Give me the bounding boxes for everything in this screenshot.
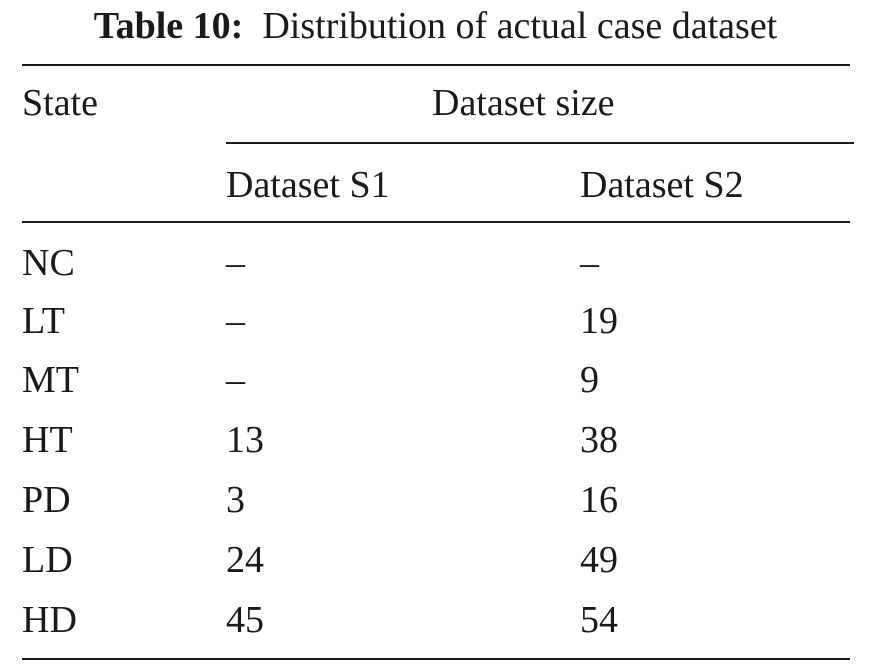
row-state: MT xyxy=(22,359,79,401)
table-caption: Table 10: Distribution of actual case da… xyxy=(0,0,871,52)
row-s2-value: 16 xyxy=(580,479,618,521)
row-state: LD xyxy=(22,539,73,581)
header-rule xyxy=(22,221,850,223)
row-s1-value: 45 xyxy=(226,599,264,641)
row-s2-value: 54 xyxy=(580,599,618,641)
row-s1-value: – xyxy=(226,242,245,284)
row-s1-value: 13 xyxy=(226,419,264,461)
header-dataset-s1: Dataset S1 xyxy=(226,164,390,206)
row-state: HT xyxy=(22,419,73,461)
header-state: State xyxy=(22,82,98,124)
row-state: NC xyxy=(22,242,75,284)
row-state: HD xyxy=(22,599,77,641)
caption-label: Table 10: xyxy=(93,5,244,47)
row-s2-value: – xyxy=(580,242,599,284)
row-s2-value: 38 xyxy=(580,419,618,461)
group-rule xyxy=(226,142,854,144)
header-dataset-s2: Dataset S2 xyxy=(580,164,744,206)
row-s1-value: – xyxy=(226,300,245,342)
top-rule xyxy=(22,64,850,66)
row-s1-value: 24 xyxy=(226,539,264,581)
row-s2-value: 19 xyxy=(580,300,618,342)
row-s2-value: 49 xyxy=(580,539,618,581)
bottom-rule xyxy=(22,658,850,660)
row-state: LT xyxy=(22,300,65,342)
row-state: PD xyxy=(22,479,71,521)
row-s2-value: 9 xyxy=(580,359,599,401)
header-dataset-size: Dataset size xyxy=(432,82,615,124)
row-s1-value: 3 xyxy=(226,479,245,521)
caption-text: Distribution of actual case dataset xyxy=(262,5,778,47)
row-s1-value: – xyxy=(226,359,245,401)
